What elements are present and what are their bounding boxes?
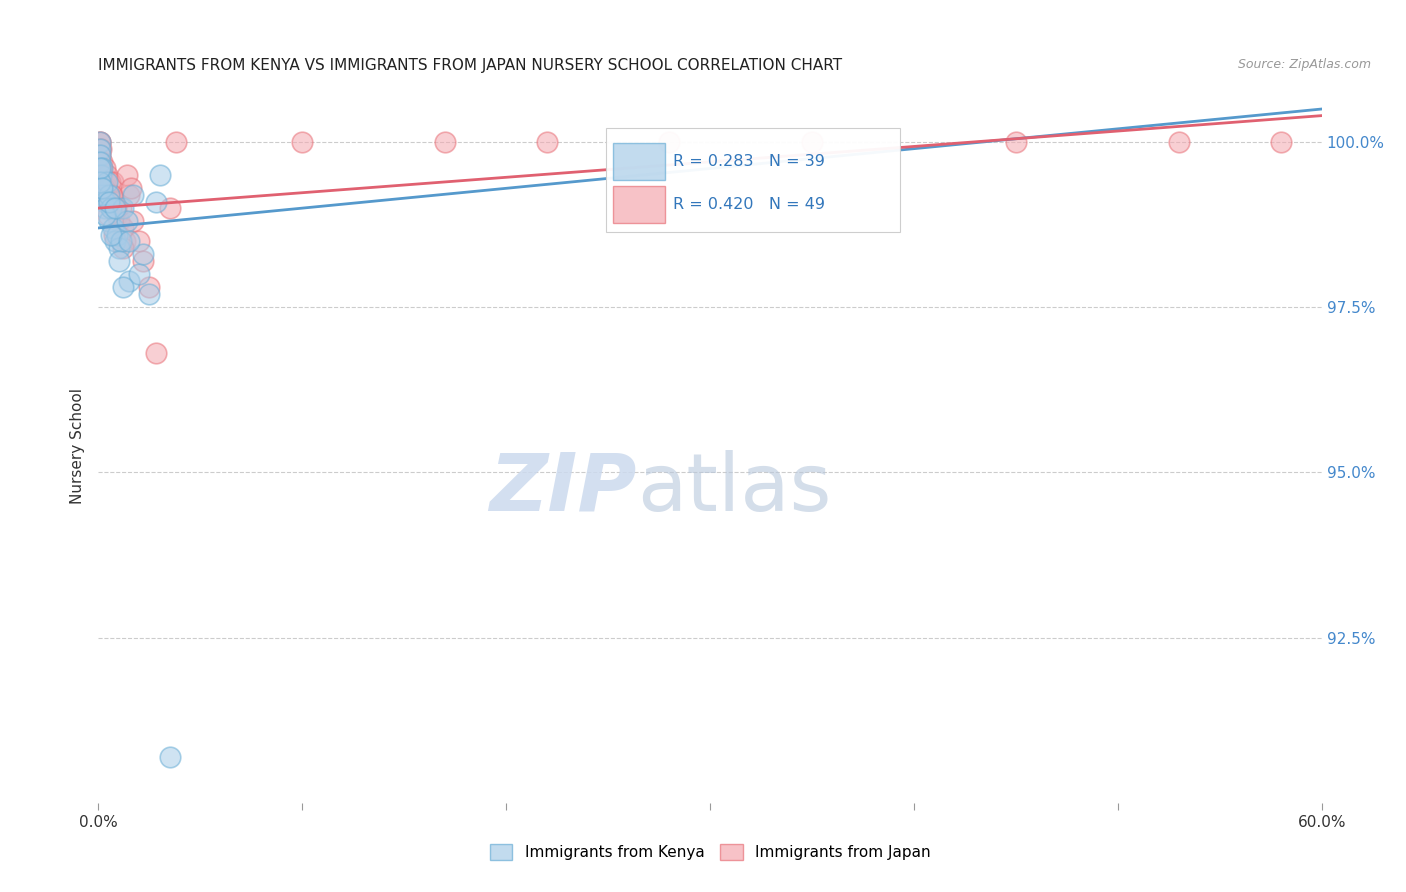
Point bbox=[104, 201, 127, 215]
Point bbox=[97, 208, 120, 222]
Point bbox=[90, 142, 112, 156]
Point bbox=[138, 280, 160, 294]
Legend: Immigrants from Kenya, Immigrants from Japan: Immigrants from Kenya, Immigrants from J… bbox=[484, 838, 936, 866]
Point bbox=[90, 168, 112, 182]
FancyBboxPatch shape bbox=[606, 128, 900, 232]
Point bbox=[91, 168, 114, 182]
Point bbox=[98, 175, 121, 189]
Point bbox=[138, 287, 160, 301]
Point bbox=[97, 188, 120, 202]
Point bbox=[110, 201, 132, 215]
Point bbox=[97, 194, 120, 209]
Point bbox=[93, 201, 115, 215]
Point bbox=[90, 161, 112, 176]
Point bbox=[89, 154, 111, 169]
Point bbox=[658, 135, 681, 149]
Point bbox=[104, 234, 127, 248]
Point bbox=[96, 168, 118, 182]
Point bbox=[93, 161, 115, 176]
Point bbox=[108, 254, 131, 268]
Point bbox=[93, 175, 115, 189]
Point bbox=[97, 214, 120, 228]
Point bbox=[101, 221, 124, 235]
Point bbox=[291, 135, 314, 149]
Point bbox=[89, 135, 111, 149]
Point bbox=[132, 247, 155, 261]
Point bbox=[159, 201, 181, 215]
Text: ZIP: ZIP bbox=[489, 450, 637, 528]
Point bbox=[536, 135, 558, 149]
Point bbox=[1004, 135, 1026, 149]
Point bbox=[101, 175, 124, 189]
Point bbox=[105, 208, 128, 222]
Point bbox=[111, 241, 134, 255]
Point bbox=[105, 227, 128, 242]
Point bbox=[118, 188, 141, 202]
Text: atlas: atlas bbox=[637, 450, 831, 528]
Point bbox=[108, 214, 131, 228]
Point bbox=[97, 194, 120, 209]
Point bbox=[111, 280, 134, 294]
Point bbox=[89, 175, 111, 189]
Point bbox=[89, 142, 111, 156]
Text: IMMIGRANTS FROM KENYA VS IMMIGRANTS FROM JAPAN NURSERY SCHOOL CORRELATION CHART: IMMIGRANTS FROM KENYA VS IMMIGRANTS FROM… bbox=[98, 58, 842, 73]
Point bbox=[93, 181, 115, 195]
Text: R = 0.283   N = 39: R = 0.283 N = 39 bbox=[673, 153, 825, 169]
Point bbox=[93, 194, 115, 209]
Point bbox=[111, 221, 134, 235]
Point bbox=[801, 135, 824, 149]
Point bbox=[89, 161, 111, 176]
Point bbox=[1270, 135, 1292, 149]
Point bbox=[100, 201, 122, 215]
Point bbox=[91, 181, 114, 195]
FancyBboxPatch shape bbox=[613, 186, 665, 223]
Point bbox=[111, 201, 134, 215]
Point bbox=[120, 181, 142, 195]
Text: Source: ZipAtlas.com: Source: ZipAtlas.com bbox=[1237, 58, 1371, 71]
Point bbox=[97, 188, 120, 202]
Point bbox=[100, 188, 122, 202]
Point bbox=[104, 194, 127, 209]
Point bbox=[91, 154, 114, 169]
Point bbox=[1167, 135, 1189, 149]
Point bbox=[122, 188, 145, 202]
Point bbox=[115, 168, 138, 182]
Point bbox=[145, 194, 167, 209]
Point bbox=[89, 135, 111, 149]
Point bbox=[104, 201, 127, 215]
Point bbox=[89, 148, 111, 162]
Point bbox=[89, 148, 111, 162]
Point bbox=[149, 168, 172, 182]
Point bbox=[89, 135, 111, 149]
Point bbox=[93, 208, 115, 222]
Point bbox=[94, 194, 117, 209]
FancyBboxPatch shape bbox=[613, 143, 665, 180]
Point bbox=[100, 227, 122, 242]
Point bbox=[128, 234, 150, 248]
Point bbox=[159, 749, 181, 764]
Point bbox=[96, 175, 118, 189]
Point bbox=[91, 188, 114, 202]
Point bbox=[165, 135, 187, 149]
Point bbox=[433, 135, 456, 149]
Point bbox=[90, 181, 112, 195]
Text: R = 0.420   N = 49: R = 0.420 N = 49 bbox=[673, 196, 825, 211]
Point bbox=[118, 274, 141, 288]
Y-axis label: Nursery School: Nursery School bbox=[70, 388, 86, 504]
Point bbox=[103, 227, 125, 242]
Point bbox=[89, 142, 111, 156]
Point bbox=[91, 161, 114, 176]
Point bbox=[122, 214, 145, 228]
Point bbox=[145, 346, 167, 360]
Point bbox=[114, 234, 136, 248]
Point bbox=[100, 188, 122, 202]
Point bbox=[118, 234, 141, 248]
Point bbox=[100, 201, 122, 215]
Point bbox=[132, 254, 155, 268]
Point bbox=[128, 267, 150, 281]
Point bbox=[115, 214, 138, 228]
Point bbox=[110, 234, 132, 248]
Point bbox=[108, 241, 131, 255]
Point bbox=[96, 181, 118, 195]
